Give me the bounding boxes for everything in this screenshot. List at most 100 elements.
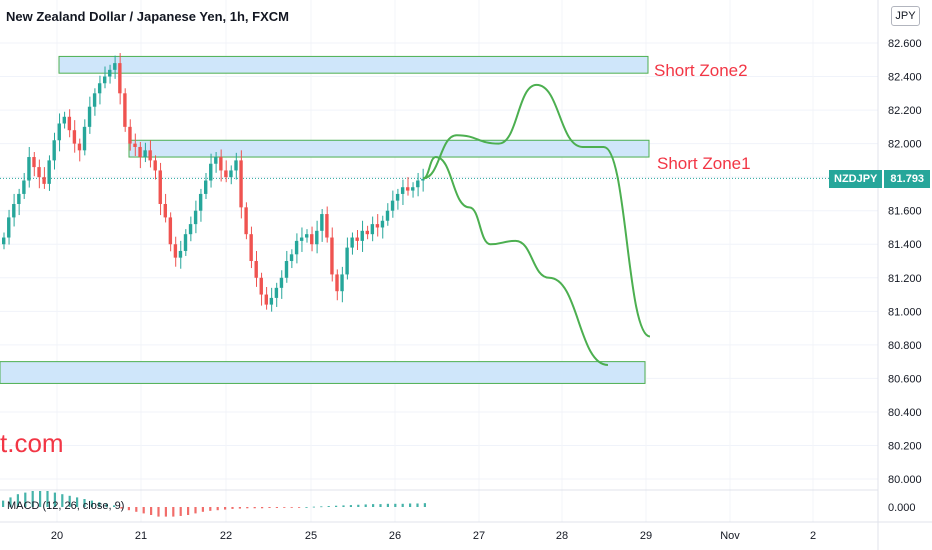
candle-body [254,261,258,278]
y-tick-label: 82.200 [888,105,922,117]
candle-body [385,210,390,221]
macd-bar [327,506,330,507]
x-tick-label: 25 [305,530,317,542]
candle-body [390,200,395,211]
candle-body [118,63,122,94]
zones-layer [0,55,878,384]
currency-button[interactable]: JPY [891,6,920,26]
macd-bar [342,505,345,507]
candle-body [310,234,314,245]
price-tag-symbol: NZDJPY [829,170,883,188]
watermark-text: t.com [0,428,64,458]
candle-body [219,157,223,171]
candle-body [375,224,380,228]
candles-layer [2,53,425,312]
candle-body [234,160,238,171]
candle-body [330,237,334,275]
candle-body [123,93,127,127]
candle-body [355,237,359,241]
candle-body [320,214,324,231]
candle-body [264,294,268,305]
macd-bar [246,507,249,509]
candle-body [274,287,279,298]
macd-bar [320,506,323,508]
candle-body [350,237,354,248]
macd-bar [53,492,56,507]
candle-body [72,130,77,144]
macd-bar [357,504,360,507]
macd-bar [386,503,389,507]
y-tick-label: 81.400 [888,239,922,251]
x-tick-label: Nov [720,530,740,542]
candle-body [294,240,299,255]
candle-body [168,217,173,245]
macd-bar [372,504,375,507]
macd-tick-label: 0.000 [888,502,916,514]
macd-bar [164,507,167,517]
candle-body [77,143,82,151]
macd-bar [120,507,123,509]
candle-body [279,277,284,288]
macd-bar [335,505,338,507]
candle-body [133,143,137,147]
projection-layer [422,83,651,366]
chart-title: New Zealand Dollar / Japanese Yen, 1h, F… [6,9,289,24]
candle-body [421,178,425,181]
candle-body [335,274,339,292]
candle-body [97,83,102,94]
candle-body [214,157,218,164]
candle-body [395,193,400,201]
x-tick-label: 28 [556,530,568,542]
macd-bar [261,507,264,509]
candle-body [103,76,107,84]
candle-body [57,123,61,141]
macd-bar [61,494,64,507]
candle-body [12,203,16,218]
macd-bar [224,507,227,510]
macd-bar [83,499,86,507]
macd-bar [31,491,34,507]
macd-bar [68,495,71,507]
candle-body [305,234,309,238]
zone-box [128,139,650,158]
candle-body [163,203,167,218]
candle-body [360,230,364,241]
macd-bar [349,505,352,507]
candle-body [188,224,193,235]
candle-body [37,167,41,178]
macd-bar [290,507,293,508]
macd-bar [401,503,404,507]
y-tick-label: 80.600 [888,373,922,385]
candle-body [183,234,188,251]
y-tick-label: 81.000 [888,306,922,318]
zone-label-short-zone2: Short Zone2 [654,61,748,80]
projection-path [422,83,651,338]
candle-body [143,150,147,158]
candle-body [259,277,263,295]
y-tick-label: 82.000 [888,139,922,151]
candle-body [400,187,405,194]
candle-body [198,193,203,211]
y-tick-label: 81.600 [888,206,922,218]
y-tick-label: 81.200 [888,273,922,285]
macd-bar [394,503,397,507]
time-axis: 20 21 22 25 26 27 28 29 Nov 2 [0,521,932,542]
macd-bar [298,507,301,508]
candle-body [315,230,319,245]
macd-bar [423,503,426,507]
candle-body [269,297,274,305]
macd-bar [201,507,204,512]
candle-body [204,180,208,194]
candle-body [224,170,228,178]
candle-body [193,210,198,225]
candle-body [345,247,349,275]
candle-body [365,230,369,235]
x-tick-label: 26 [389,530,401,542]
macd-bar [187,507,190,515]
candle-body [148,150,152,161]
macd-bar [409,503,412,507]
candle-body [62,116,66,124]
candle-body [7,217,11,238]
candle-body [2,237,6,245]
